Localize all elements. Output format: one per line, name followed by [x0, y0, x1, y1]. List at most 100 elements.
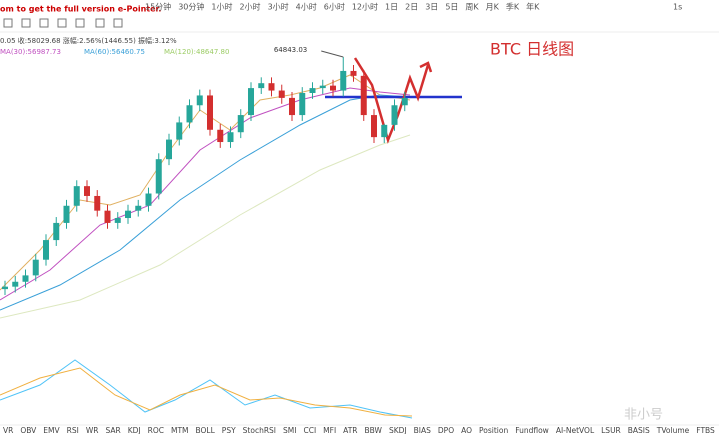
timeframe[interactable]: 2日 — [405, 3, 418, 12]
candle-body — [319, 85, 326, 89]
candle-body — [43, 240, 49, 260]
candle-body — [278, 90, 285, 98]
candle-body — [63, 205, 70, 223]
candle-body — [73, 186, 80, 206]
candle-body — [258, 83, 265, 89]
indicator-tab[interactable]: OBV — [20, 426, 37, 434]
candle-body — [135, 205, 142, 211]
candle-body — [196, 95, 203, 106]
high-pointer — [321, 50, 344, 58]
indicator-tab[interactable]: StochRSI — [243, 426, 276, 434]
indicator-tab[interactable]: MTM — [171, 426, 189, 434]
indicator-tab[interactable]: BOLL — [196, 426, 216, 434]
ma60-label: MA(60):56460.75 — [84, 48, 145, 56]
timeframe[interactable]: 6小时 — [324, 2, 345, 12]
candle-body — [217, 129, 224, 143]
chart-title: BTC 日线图 — [490, 40, 574, 59]
candle-body — [268, 83, 275, 91]
indicator-tab[interactable]: WR — [86, 426, 99, 434]
candle-body — [84, 186, 90, 196]
indicator-tab[interactable]: EMV — [43, 426, 60, 434]
timeframe[interactable]: 4小时 — [296, 2, 317, 12]
indicator-tab[interactable]: AI-NetVOL — [556, 426, 595, 434]
candle-body — [391, 105, 398, 125]
timeframe[interactable]: 12小时 — [352, 2, 378, 12]
candle-body — [155, 159, 162, 194]
timeframe[interactable]: 2小时 — [239, 2, 260, 12]
timeframe[interactable]: 15分钟 — [145, 2, 171, 12]
indicator-tab[interactable]: PSY — [222, 426, 236, 434]
candle-body — [299, 93, 306, 116]
candle-body — [207, 95, 213, 130]
indicator-tab[interactable]: RSI — [67, 426, 79, 434]
ohlc-info: 0.05 收:58029.68 涨幅:2.56%(1446.55) 振幅:3.1… — [0, 36, 177, 45]
candle-body — [32, 259, 39, 276]
indicator-tab[interactable]: LSUR — [601, 426, 621, 434]
indicator-tab[interactable]: KDJ — [128, 426, 141, 434]
annotation-zigzag — [353, 57, 430, 144]
candle-body — [114, 218, 121, 223]
timeframe[interactable]: 1日 — [385, 3, 398, 12]
tool-icons — [3, 18, 123, 28]
candle-body — [330, 85, 336, 91]
candle-body — [309, 88, 316, 94]
candle-body — [340, 70, 347, 91]
indicator-tab[interactable]: VR — [3, 426, 13, 434]
indicator-tab[interactable]: BIAS — [414, 426, 431, 434]
candle-body — [186, 105, 193, 123]
timeframe[interactable]: 3日 — [425, 3, 438, 12]
watermark: 非小号 — [624, 408, 663, 423]
indicator-tab[interactable]: CCI — [303, 426, 316, 434]
timeframe[interactable]: 5日 — [445, 3, 458, 12]
candle-body — [22, 275, 29, 282]
candle-body — [360, 75, 367, 116]
indicator-tab[interactable]: TVolume — [656, 426, 690, 434]
indicator-tab[interactable]: SKDJ — [389, 426, 407, 434]
resolution[interactable]: 1s — [673, 3, 682, 12]
candle-body — [381, 124, 388, 138]
timeframe[interactable]: 3小时 — [268, 2, 289, 12]
timeframe[interactable]: 月K — [486, 3, 500, 12]
indicator-tab[interactable]: BBW — [365, 426, 383, 434]
indicator-tab[interactable]: Position — [479, 426, 508, 434]
oscillator — [0, 359, 413, 419]
timeframe[interactable]: 周K — [465, 3, 479, 12]
indicator-tab[interactable]: BASIS — [628, 426, 650, 434]
candle-body — [371, 115, 377, 138]
timeframe[interactable]: 年K — [526, 2, 540, 12]
timeframe[interactable]: 季K — [506, 2, 520, 12]
candle-body — [176, 122, 183, 140]
moving-averages — [0, 74, 411, 319]
candle-body — [401, 97, 408, 106]
candle-body — [104, 210, 111, 223]
candle-body — [289, 97, 295, 116]
timeframe[interactable]: 1小时 — [211, 2, 232, 12]
candle-body — [166, 139, 172, 160]
indicator-tab[interactable]: SAR — [105, 426, 120, 434]
ma30-label: MA(30):56987.73 — [0, 48, 61, 56]
candle-body — [145, 193, 152, 206]
candle-body — [94, 195, 101, 211]
candle-body — [53, 222, 60, 241]
promo: om to get the full version e-Pointer. — [0, 5, 161, 14]
candle-body — [350, 70, 357, 76]
candle-body — [248, 88, 254, 116]
indicator-tab[interactable]: DPO — [438, 426, 454, 434]
timeframe[interactable]: 30分钟 — [178, 2, 204, 12]
indicator-tab[interactable]: Fundflow — [515, 426, 549, 434]
indicator-tab[interactable]: FTBS — [696, 426, 715, 434]
indicator-tab[interactable]: ROC — [148, 426, 164, 434]
indicator-tab[interactable]: MFI — [323, 426, 336, 434]
candle-body — [125, 210, 131, 219]
candle-body — [237, 115, 244, 133]
ma120-label: MA(120):48647.80 — [164, 48, 229, 56]
indicator-tab[interactable]: SMI — [283, 426, 296, 434]
candle-body — [227, 132, 234, 143]
indicator-tab[interactable]: ATR — [343, 426, 357, 434]
indicator-tab[interactable]: AO — [461, 426, 472, 434]
candle-body — [2, 286, 8, 290]
high-label: 64843.03 — [274, 46, 307, 54]
annotation-arrow — [419, 61, 433, 73]
